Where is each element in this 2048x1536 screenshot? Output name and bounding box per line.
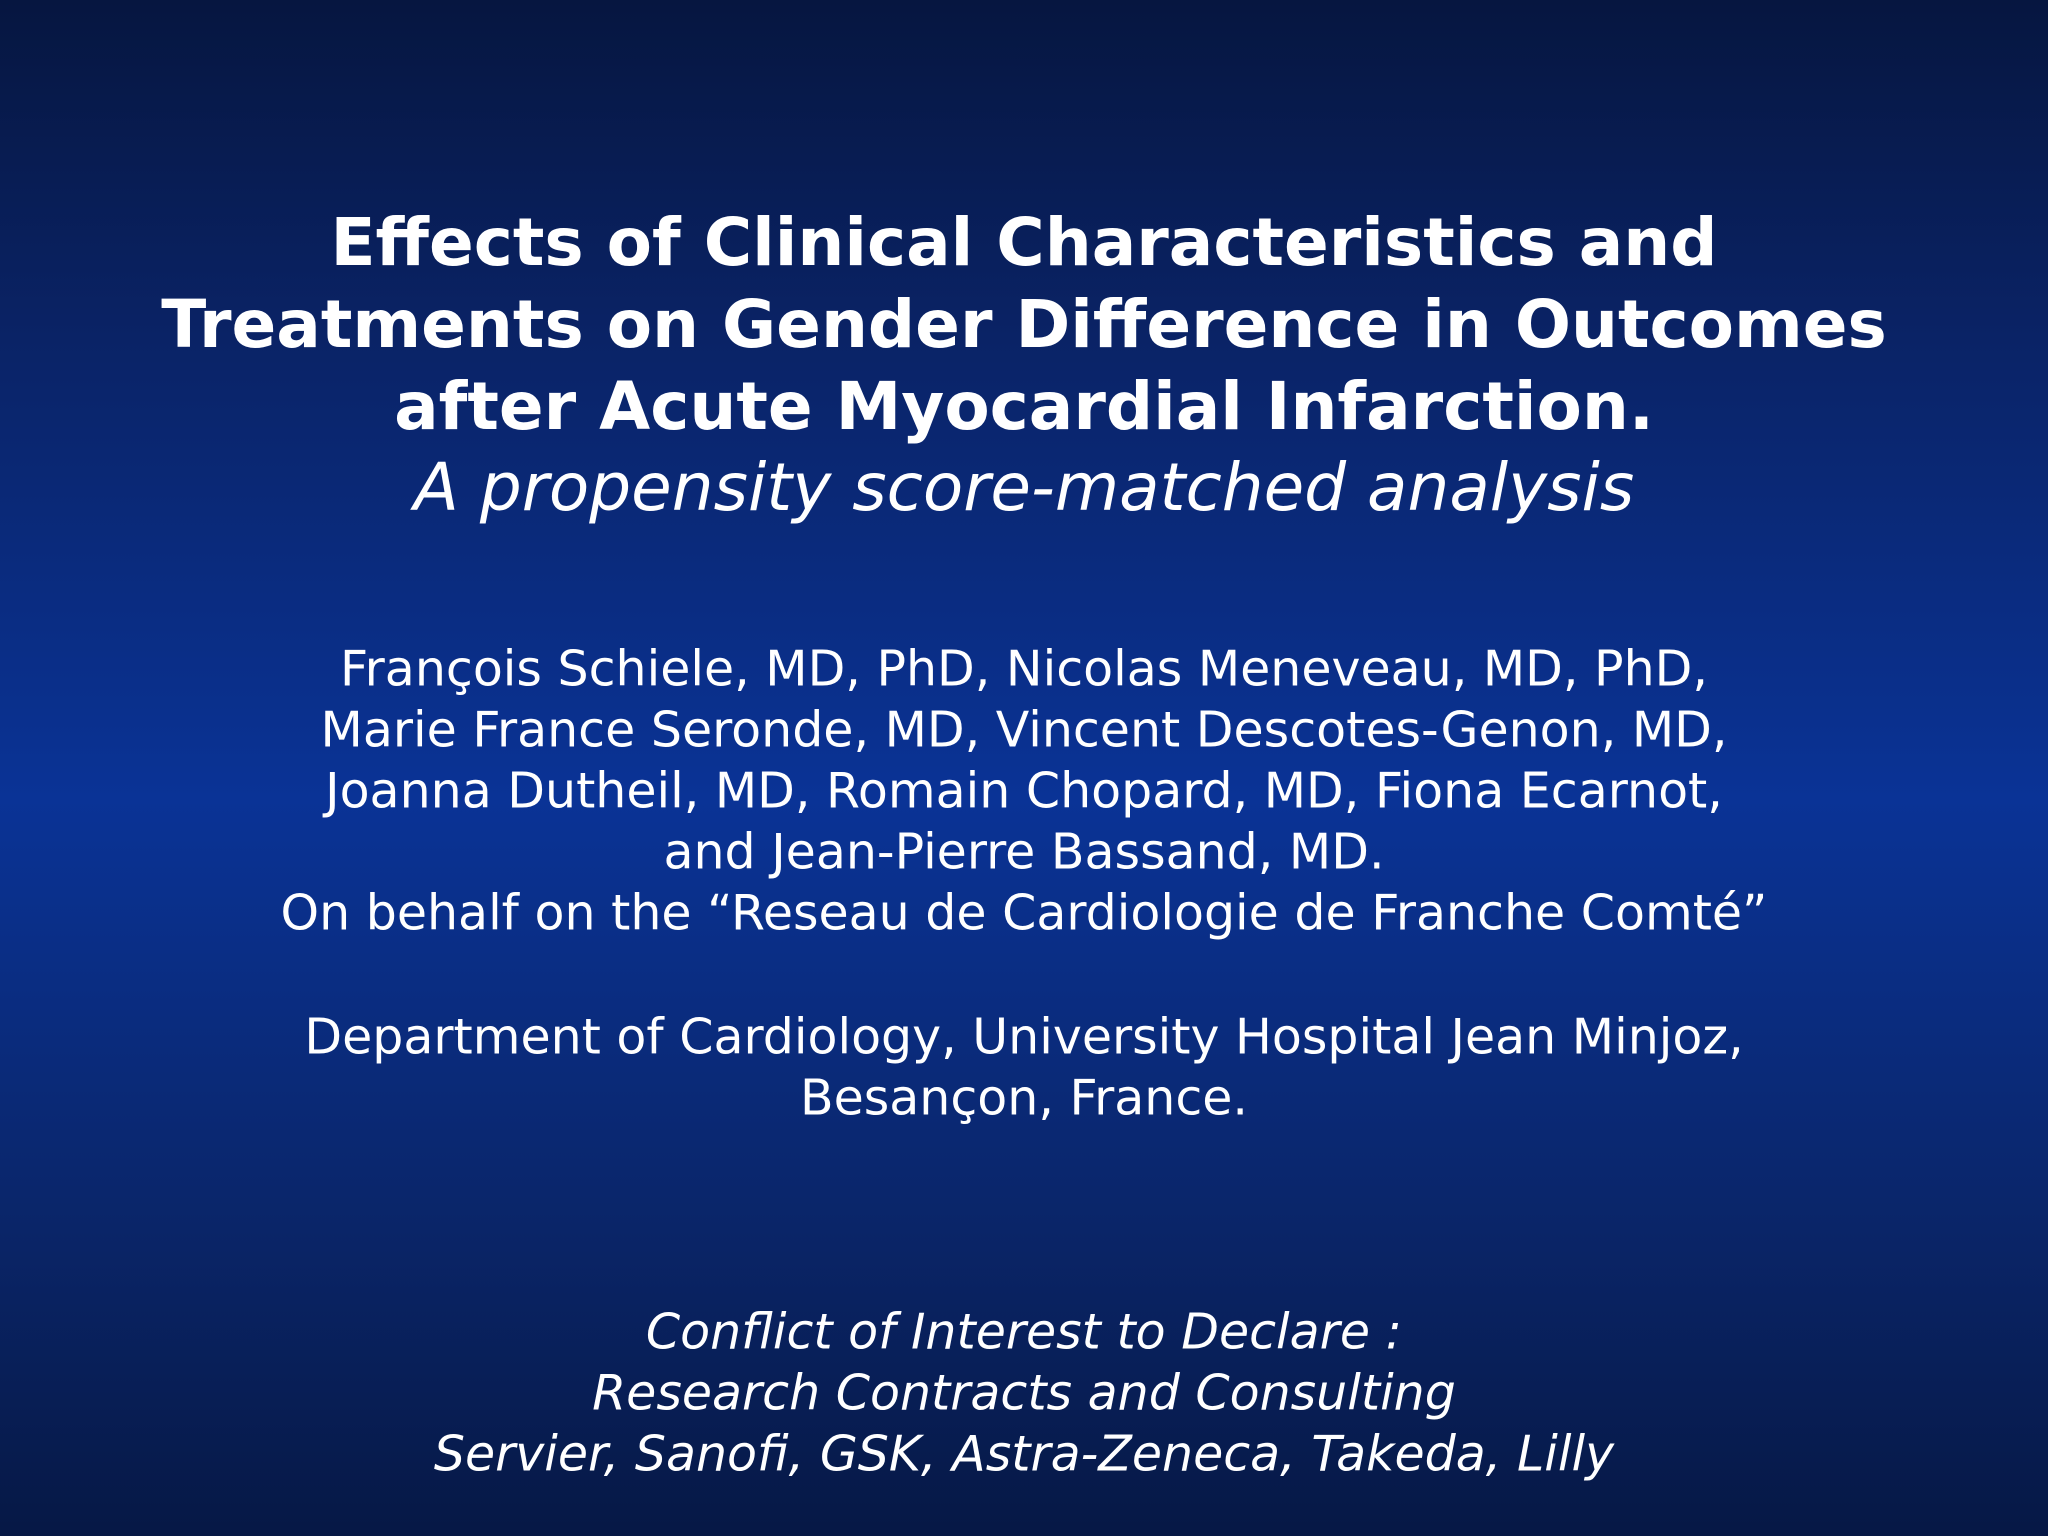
author-line: François Schiele, MD, PhD, Nicolas Menev… bbox=[340, 640, 1708, 698]
affiliation-line: Besançon, France. bbox=[799, 1069, 1248, 1127]
author-line: Joanna Dutheil, MD, Romain Chopard, MD, … bbox=[325, 762, 1723, 820]
author-line: and Jean-Pierre Bassand, MD. bbox=[663, 823, 1385, 881]
affiliation-line: Department of Cardiology, University Hos… bbox=[304, 1008, 1744, 1066]
author-line: Marie France Seronde, MD, Vincent Descot… bbox=[320, 701, 1728, 759]
subtitle: A propensity score-matched analysis bbox=[413, 449, 1635, 526]
conflict-line: Servier, Sanofi, GSK, Astra-Zeneca, Take… bbox=[433, 1425, 1615, 1483]
conflict-line: Research Contracts and Consulting bbox=[592, 1364, 1456, 1422]
title-line: after Acute Myocardial Infarction. bbox=[394, 368, 1654, 445]
conflict-line: Conflict of Interest to Declare : bbox=[645, 1303, 1403, 1361]
title-line: Effects of Clinical Characteristics and bbox=[330, 204, 1718, 281]
author-line: On behalf on the “Reseau de Cardiologie … bbox=[280, 884, 1768, 942]
title-line: Treatments on Gender Difference in Outco… bbox=[161, 286, 1887, 363]
